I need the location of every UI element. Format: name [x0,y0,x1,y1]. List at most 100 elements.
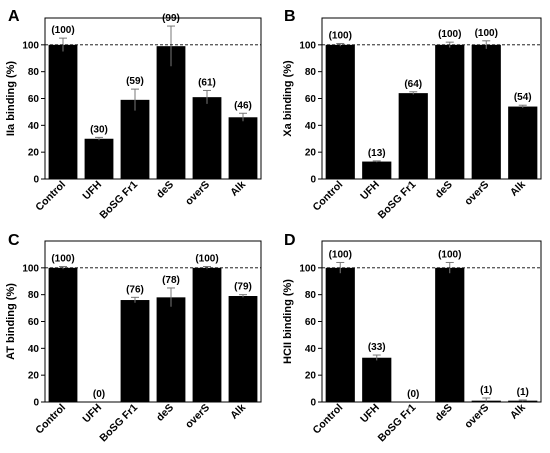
bar-ufh [362,357,392,402]
data-label: (100) [438,29,461,40]
x-category-label: overS [462,402,491,431]
plot-frame [44,240,262,403]
bar-control [48,44,78,180]
bar-control [48,267,78,402]
x-category-label: overS [462,179,491,208]
data-label: (79) [234,282,252,293]
data-label: (1) [480,385,492,396]
y-tick-label: 0 [33,398,39,409]
bar-des [435,44,465,180]
bar-overs [192,97,222,179]
x-category-label: deS [154,402,176,424]
x-category-label: Alk [228,402,248,422]
y-tick-label: 60 [305,94,317,105]
data-label: (100) [475,28,498,39]
y-axis-title: AT binding (%) [5,283,17,360]
bar-ufh [362,161,392,179]
data-label: (78) [162,275,180,286]
y-tick-label: 100 [22,40,39,51]
plot-frame [321,240,542,403]
y-tick-label: 60 [28,317,40,328]
y-tick-label: 20 [305,371,317,382]
y-tick-label: 20 [28,148,40,159]
panel-letter: D [284,232,296,249]
y-tick-label: 40 [28,344,40,355]
x-category-label: Alk [508,402,528,422]
bar-alk [228,296,258,402]
x-category-label: BoSG Fr1 [376,402,419,445]
x-category-label: deS [154,179,176,201]
x-category-label: BoSG Fr1 [97,402,140,445]
data-label: (100) [51,253,74,264]
y-axis-title: IIa binding (%) [5,61,17,136]
data-label: (1) [517,387,529,398]
bar-des [156,297,186,402]
panel-letter: A [8,8,20,25]
y-tick-label: 20 [28,371,40,382]
plot-frame [44,17,262,180]
data-label: (33) [368,342,386,353]
data-label: (99) [162,13,180,24]
bar-control [325,44,355,180]
y-tick-label: 20 [305,148,317,159]
bar-alk [508,106,538,179]
panel-b: BXa binding (%)020406080100(100)Control(… [282,8,542,222]
bar-bosg-fr1 [120,300,150,402]
data-label: (54) [514,92,532,103]
panel-letter: B [284,8,296,25]
x-category-label: BoSG Fr1 [97,179,140,222]
x-category-label: deS [433,402,455,424]
bar-overs [471,44,501,180]
y-tick-label: 100 [299,263,316,274]
x-category-label: Alk [228,179,248,199]
y-tick-label: 80 [305,67,317,78]
x-category-label: UFH [358,402,382,426]
y-tick-label: 80 [28,290,40,301]
data-label: (0) [407,389,419,400]
x-category-label: Alk [508,179,528,199]
x-category-label: UFH [358,179,382,203]
bar-bosg-fr1 [398,93,428,179]
x-category-label: UFH [80,179,104,203]
bar-control [325,267,355,402]
bar-bosg-fr1 [120,99,150,179]
y-tick-label: 40 [305,121,317,132]
data-label: (13) [368,148,386,159]
y-tick-label: 60 [305,317,317,328]
panel-c: CAT binding (%)020406080100(100)Control(… [5,232,262,445]
data-label: (46) [234,100,252,111]
x-category-label: BoSG Fr1 [376,179,419,222]
y-tick-label: 0 [33,175,39,186]
bar-ufh [84,138,114,179]
data-label: (100) [329,30,352,41]
data-label: (100) [329,249,352,260]
data-label: (30) [90,124,108,135]
bar-overs [192,267,222,402]
data-label: (64) [404,79,422,90]
data-label: (100) [438,249,461,260]
y-tick-label: 40 [28,121,40,132]
data-label: (100) [51,25,74,36]
x-category-label: UFH [80,402,104,426]
y-axis-title: HCII binding (%) [282,279,294,364]
x-category-label: overS [183,179,212,208]
data-label: (59) [126,76,144,87]
plot-frame [321,17,542,180]
panel-letter: C [8,232,20,249]
data-label: (0) [93,389,105,400]
y-tick-label: 0 [310,398,316,409]
data-label: (100) [195,253,218,264]
y-tick-label: 80 [305,290,317,301]
bar-des [156,46,186,179]
y-tick-label: 40 [305,344,317,355]
bar-des [435,267,465,402]
y-tick-label: 60 [28,94,40,105]
y-tick-label: 80 [28,67,40,78]
x-category-label: deS [433,179,455,201]
data-label: (76) [126,284,144,295]
y-tick-label: 100 [299,40,316,51]
y-tick-label: 0 [310,175,316,186]
